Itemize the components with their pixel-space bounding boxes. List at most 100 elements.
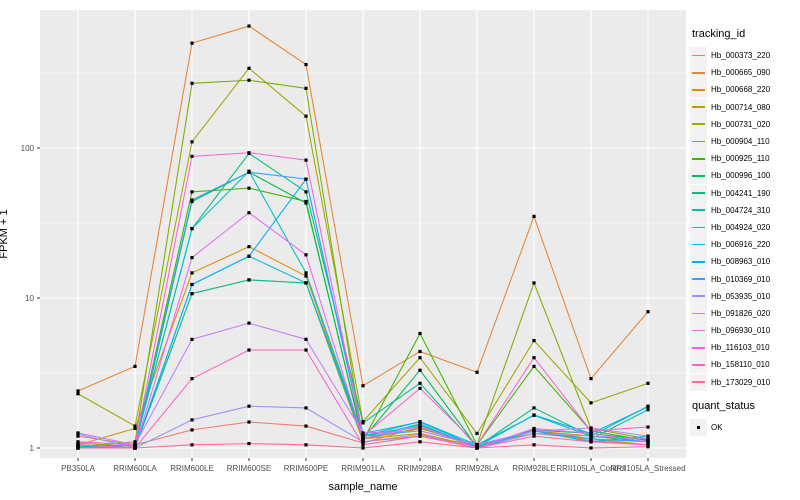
data-point bbox=[190, 282, 194, 287]
data-point bbox=[304, 190, 308, 194]
data-point bbox=[418, 356, 422, 360]
data-point bbox=[532, 364, 536, 368]
legend-item-Hb_004241_190: Hb_004241_190 bbox=[690, 184, 798, 202]
data-point bbox=[532, 413, 536, 417]
data-point bbox=[304, 158, 308, 162]
legend-key-icon bbox=[690, 253, 707, 271]
legend-quant-status: quant_status OK bbox=[690, 400, 798, 437]
legend2-item: OK bbox=[690, 419, 798, 437]
legend-key-line-icon bbox=[692, 140, 705, 143]
data-point bbox=[361, 431, 365, 435]
legend-item-label: Hb_000731_020 bbox=[711, 119, 771, 129]
legend-key-icon bbox=[690, 64, 707, 82]
legend-item-label: Hb_000904_110 bbox=[711, 137, 770, 147]
legend-item-label: Hb_006916_220 bbox=[711, 240, 771, 250]
data-point bbox=[418, 368, 422, 372]
data-point bbox=[646, 310, 650, 314]
legend-item-label: Hb_010369_010 bbox=[711, 274, 771, 284]
x-tick-label: PB350LA bbox=[61, 464, 95, 473]
legend2-item-label: OK bbox=[711, 423, 723, 433]
data-point bbox=[247, 441, 251, 446]
data-point bbox=[646, 443, 650, 447]
data-point bbox=[247, 186, 251, 190]
legend-item-label: Hb_004241_190 bbox=[711, 188, 771, 198]
data-point bbox=[304, 177, 308, 181]
legend-key-line-icon bbox=[692, 209, 705, 212]
data-point bbox=[247, 321, 251, 325]
legend-item-Hb_116103_010: Hb_116103_010 bbox=[690, 339, 798, 357]
data-point bbox=[304, 62, 308, 67]
legend-item-label: Hb_116103_010 bbox=[711, 343, 770, 353]
x-tick-label: RRII105LA_Stressed bbox=[610, 464, 685, 473]
legend-key-line-icon bbox=[692, 312, 705, 315]
legend-key-line-icon bbox=[692, 260, 705, 263]
legend-key-line-icon bbox=[692, 329, 705, 332]
legend-item-label: Hb_053935_010 bbox=[711, 291, 771, 301]
data-point bbox=[190, 81, 194, 85]
data-point bbox=[532, 281, 536, 285]
data-point bbox=[361, 384, 365, 388]
legend-key-icon bbox=[690, 373, 707, 391]
data-point bbox=[361, 443, 365, 447]
legend-item-Hb_096930_010: Hb_096930_010 bbox=[690, 322, 798, 340]
data-point bbox=[76, 389, 80, 393]
legend-item-Hb_008963_010: Hb_008963_010 bbox=[690, 253, 798, 271]
legend-key-icon bbox=[690, 356, 707, 374]
legend-key-line-icon bbox=[692, 278, 705, 280]
data-point bbox=[304, 114, 308, 118]
data-point bbox=[361, 421, 365, 425]
legend-key-line-icon bbox=[692, 106, 705, 108]
data-point bbox=[646, 405, 650, 409]
legend-item-label: Hb_173029_010 bbox=[711, 377, 771, 387]
legend2-title: quant_status bbox=[692, 400, 755, 412]
legend-key-icon bbox=[690, 81, 707, 99]
data-point bbox=[247, 420, 251, 424]
legend-key-icon bbox=[690, 184, 707, 202]
data-point bbox=[418, 349, 422, 354]
data-point bbox=[76, 392, 80, 396]
data-point bbox=[475, 446, 479, 450]
data-point bbox=[304, 424, 308, 428]
data-point bbox=[247, 348, 251, 352]
x-tick-label: RRIM600LE bbox=[170, 464, 214, 473]
legend-key-icon bbox=[690, 47, 707, 65]
legend-key-line-icon bbox=[692, 157, 705, 160]
data-point bbox=[190, 154, 194, 158]
data-point bbox=[418, 386, 422, 390]
legend-key-line-icon bbox=[692, 364, 705, 366]
data-point bbox=[589, 434, 593, 438]
data-point bbox=[190, 291, 194, 296]
data-point bbox=[304, 337, 308, 341]
data-point bbox=[304, 86, 308, 90]
x-tick-label: RRIM901LA bbox=[341, 464, 385, 473]
data-point bbox=[532, 429, 536, 433]
y-tick-label: 10 bbox=[25, 294, 34, 303]
legend-key-icon bbox=[690, 287, 707, 305]
data-point bbox=[304, 201, 308, 205]
data-point bbox=[304, 281, 308, 285]
x-tick-label: RRII105LA_Control bbox=[556, 464, 626, 473]
data-point bbox=[76, 443, 80, 447]
legend-key-icon bbox=[690, 150, 707, 168]
data-point bbox=[304, 253, 308, 257]
data-point bbox=[133, 446, 137, 450]
data-point bbox=[532, 431, 536, 436]
x-tick-label: RRIM928LE bbox=[512, 464, 556, 473]
x-axis-title: sample_name bbox=[328, 481, 398, 493]
y-tick-label: 100 bbox=[21, 144, 35, 153]
data-point bbox=[418, 381, 422, 385]
data-point bbox=[304, 274, 308, 278]
data-point bbox=[133, 440, 137, 444]
data-point bbox=[418, 331, 422, 336]
data-point bbox=[190, 337, 194, 341]
legend-key-line-icon bbox=[692, 54, 705, 57]
legend-item-Hb_158110_010: Hb_158110_010 bbox=[690, 356, 798, 374]
legend-item-Hb_004924_020: Hb_004924_020 bbox=[690, 218, 798, 236]
legend-item-Hb_173029_010: Hb_173029_010 bbox=[690, 373, 798, 391]
data-point bbox=[361, 446, 365, 450]
data-point bbox=[247, 151, 251, 155]
legend-item-label: Hb_004724_310 bbox=[711, 205, 771, 215]
legend-items: Hb_000373_220 Hb_000665_090 Hb_000668_220 H… bbox=[690, 47, 798, 391]
data-point bbox=[190, 418, 194, 422]
legend-key-icon bbox=[690, 322, 707, 340]
